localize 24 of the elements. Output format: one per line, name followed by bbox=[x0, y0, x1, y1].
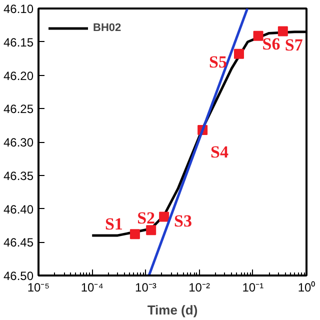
x-axis-title: Time (d) bbox=[147, 302, 198, 318]
annotation: S2 bbox=[137, 208, 156, 228]
y-tick-label: 46.35 bbox=[3, 168, 34, 183]
x-tick-label: 10⁻⁵ bbox=[27, 280, 50, 294]
annotation: S7 bbox=[284, 36, 304, 55]
legend-label: BH02 bbox=[93, 22, 122, 34]
annotation: S1 bbox=[104, 214, 123, 234]
x-tick-label: 10⁻¹ bbox=[242, 280, 264, 294]
y-tick-label: 46.20 bbox=[3, 68, 34, 83]
y-tick-label: 46.40 bbox=[3, 202, 34, 216]
annotation: S6 bbox=[262, 34, 280, 54]
y-tick-label: 46.30 bbox=[3, 136, 34, 150]
x-tick-label: 10⁻² bbox=[188, 280, 210, 294]
annotation: S4 bbox=[210, 142, 230, 162]
y-tick-label: 46.25 bbox=[3, 102, 34, 116]
y-tick-label: 46.15 bbox=[3, 35, 34, 50]
y-tick-label: 46.50 bbox=[3, 269, 34, 283]
annotation: S3 bbox=[174, 211, 192, 230]
x-tick-label: 10⁻³ bbox=[135, 280, 156, 294]
y-tick-label: 46.10 bbox=[3, 2, 34, 16]
x-tick-label: 10⁻⁴ bbox=[80, 280, 104, 294]
annotation: S5 bbox=[208, 52, 227, 72]
x-tick-label: 10⁰ bbox=[298, 280, 316, 294]
y-tick-label: 46.45 bbox=[3, 236, 34, 250]
